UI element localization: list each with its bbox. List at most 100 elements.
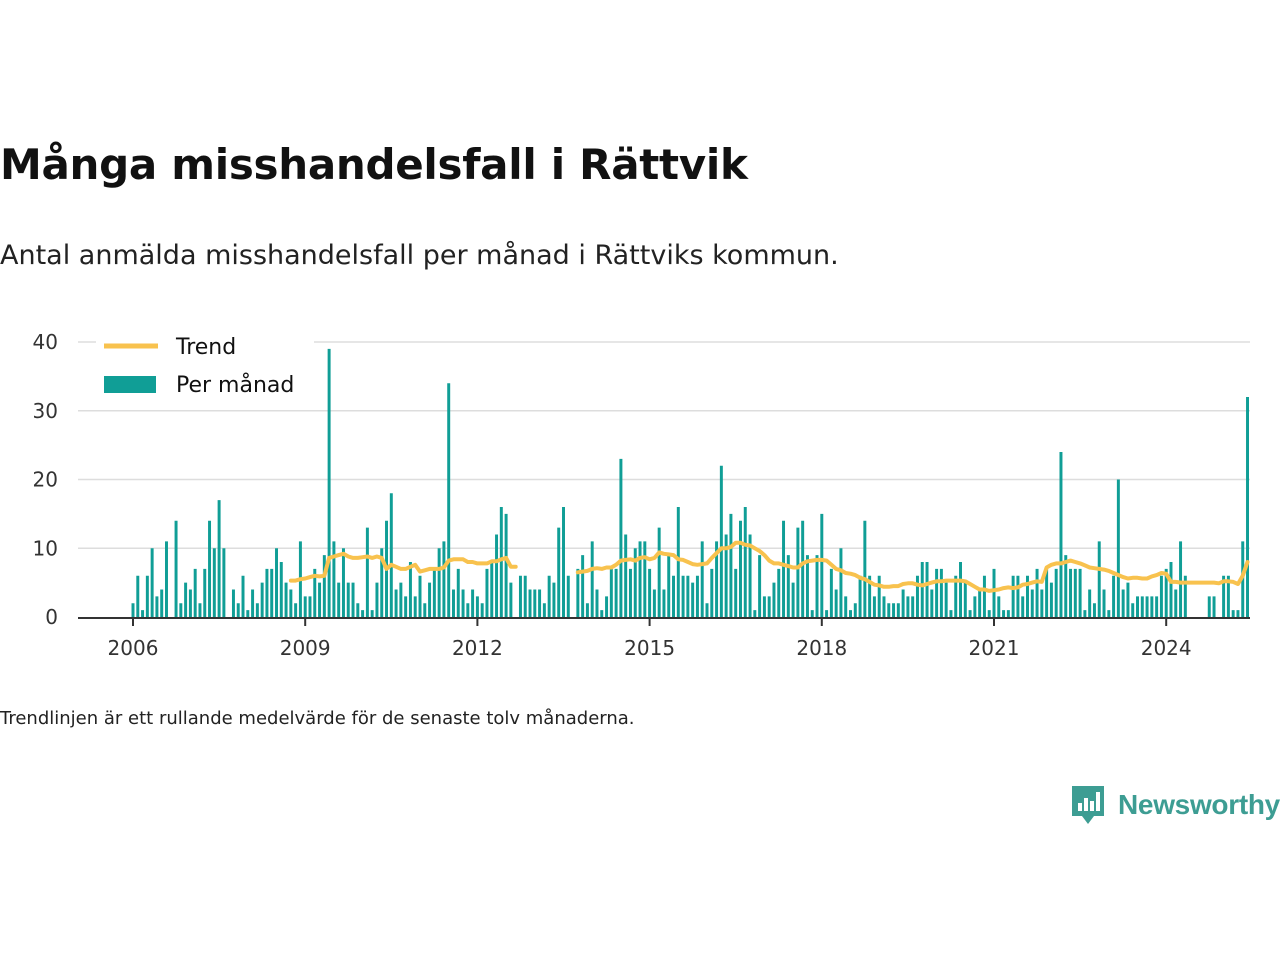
bar (332, 541, 336, 618)
bar (863, 520, 867, 617)
x-axis: 2006 2009 2012 2015 2018 2021 2024 (78, 617, 1250, 660)
bar (1116, 479, 1120, 617)
bar (179, 603, 183, 617)
bar (619, 458, 623, 618)
legend-label-per-manad: Per månad (176, 372, 294, 398)
bar (265, 568, 269, 618)
bar (562, 507, 565, 617)
bar (772, 582, 776, 618)
bar (609, 568, 613, 618)
bar (667, 555, 671, 618)
bar (475, 596, 479, 618)
bar (662, 589, 666, 617)
bar (499, 507, 503, 617)
bar (509, 582, 513, 618)
bar (633, 548, 637, 617)
bar (155, 596, 159, 618)
bar (729, 513, 733, 618)
bar (270, 568, 274, 618)
chart-title: Många misshandelsfall i Rättvik (0, 140, 748, 189)
bar (361, 610, 365, 618)
bar (1145, 596, 1149, 618)
bar (628, 568, 632, 618)
x-tick-label: 2009 (280, 636, 331, 660)
bar (691, 582, 695, 618)
bar (1011, 575, 1015, 617)
bar (648, 568, 652, 618)
bar (203, 568, 207, 618)
bar (872, 596, 876, 618)
bar (1169, 562, 1173, 617)
bar (925, 562, 929, 617)
bar (322, 555, 326, 618)
y-tick-label: 40 (33, 330, 58, 354)
x-tick-label: 2021 (969, 636, 1020, 660)
bar (1246, 397, 1249, 617)
bar (1212, 596, 1216, 618)
bar (1064, 555, 1068, 618)
bar (657, 527, 661, 618)
bar (901, 589, 905, 617)
bar (1164, 568, 1168, 618)
bar (777, 568, 781, 618)
bar (318, 582, 322, 618)
bar (595, 589, 599, 617)
bar (566, 575, 570, 617)
bar (1136, 596, 1139, 618)
legend-label-trend: Trend (175, 335, 236, 360)
bar (193, 568, 197, 618)
bar (145, 575, 149, 617)
bar (820, 513, 824, 618)
bar (1150, 596, 1154, 618)
bar (719, 465, 723, 617)
bar (935, 568, 939, 618)
bar (1002, 610, 1006, 618)
bar (1107, 610, 1111, 618)
bar (1121, 589, 1125, 617)
bar (825, 610, 829, 618)
bar (542, 603, 546, 617)
bar (1083, 610, 1087, 618)
bar (184, 582, 188, 618)
bar (538, 589, 542, 617)
bar (150, 548, 154, 617)
bar (447, 383, 451, 617)
bar (557, 527, 561, 618)
bar (882, 596, 886, 618)
bar (1231, 610, 1235, 618)
bar (1054, 568, 1058, 618)
bar (523, 575, 527, 617)
bar (533, 589, 537, 617)
bar (442, 541, 446, 618)
bar (700, 541, 704, 618)
bar (963, 582, 967, 618)
bar (1174, 589, 1178, 617)
bar (504, 513, 508, 618)
bar (174, 520, 178, 617)
y-tick-label: 10 (33, 536, 58, 560)
bar (260, 582, 264, 618)
chart: 0 10 20 30 40 2006 2009 2012 2015 2018 2021 2024 T… (33, 330, 1250, 660)
bar (672, 575, 675, 617)
bar (346, 582, 350, 618)
bar (303, 596, 307, 618)
bar (681, 575, 685, 617)
bar (408, 562, 412, 617)
bar (485, 568, 489, 618)
x-tick-label: 2024 (1141, 636, 1192, 660)
bar (1102, 589, 1106, 617)
bar (365, 527, 369, 618)
bar (1226, 575, 1230, 617)
bar (767, 596, 771, 618)
bar (423, 603, 427, 617)
bar (490, 562, 494, 617)
bar (437, 548, 441, 617)
bar (1026, 575, 1029, 617)
newsworthy-logo: Newsworthy (1070, 784, 1280, 826)
y-tick-label: 30 (33, 399, 58, 423)
bar (1131, 603, 1135, 617)
bar (466, 603, 470, 617)
bar (231, 589, 235, 617)
bar (810, 610, 814, 618)
bar (456, 568, 460, 618)
